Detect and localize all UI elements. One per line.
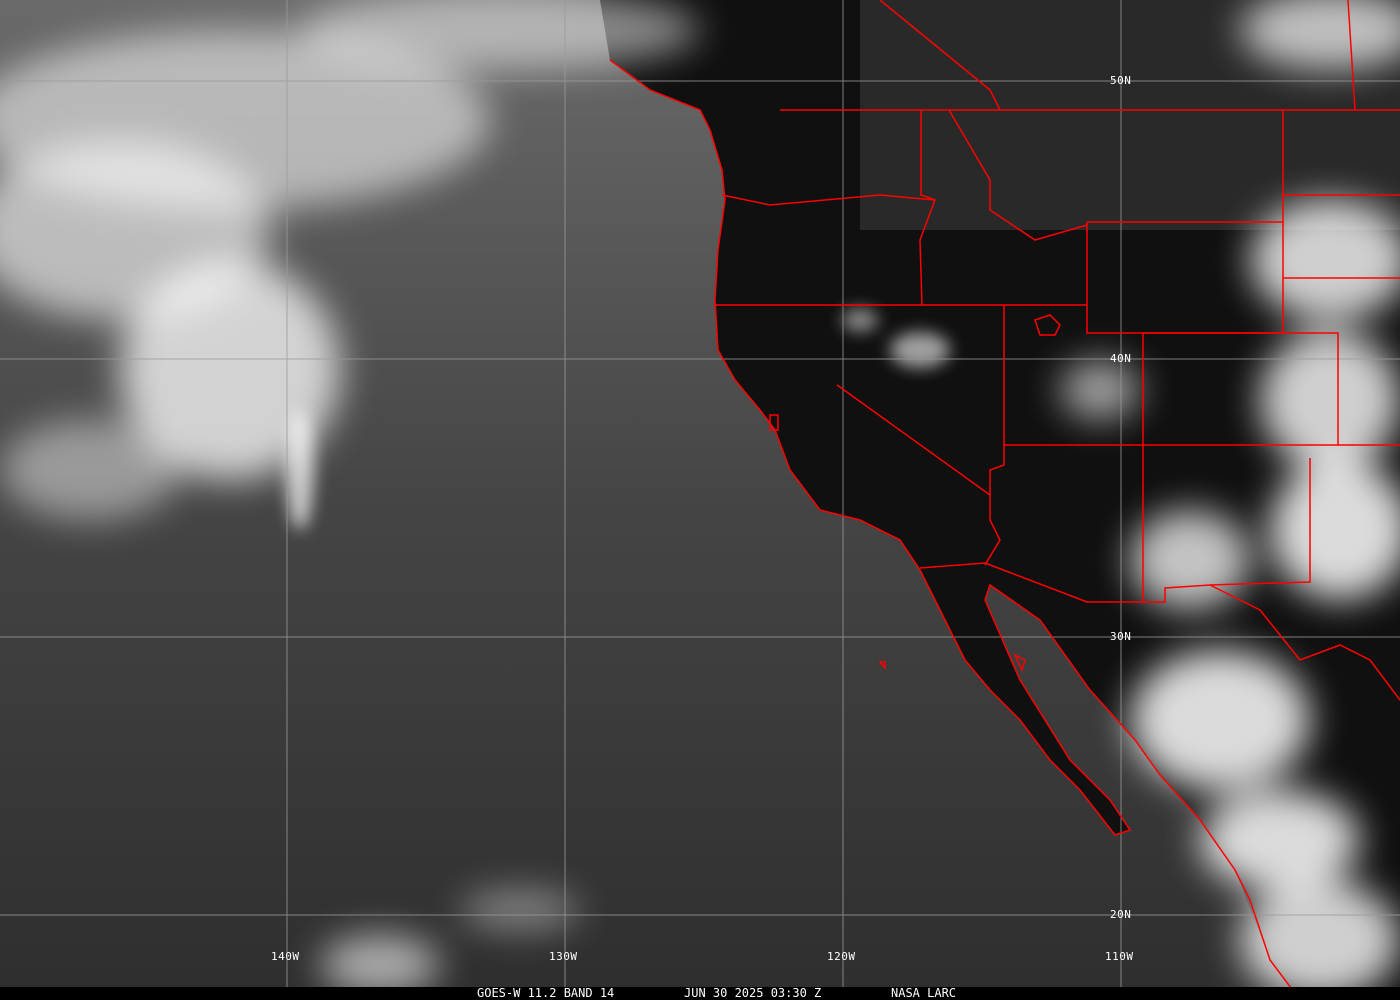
latitude-label-40n: 40N [1110, 352, 1132, 365]
latitude-label-30n: 30N [1110, 630, 1132, 643]
image-caption-bar: GOES-W 11.2 BAND 14 JUN 30 2025 03:30 Z … [0, 987, 1400, 1000]
latitude-label-20n: 20N [1110, 908, 1132, 921]
longitude-label-130w: 130W [549, 950, 578, 963]
us-mexico-border [919, 562, 1400, 701]
longitude-label-110w: 110W [1105, 950, 1134, 963]
coastline-west [609, 59, 1301, 1000]
latitude-label-50n: 50N [1110, 74, 1132, 87]
caption-satellite: GOES-W 11.2 BAND 14 [477, 986, 615, 1000]
caption-datetime: JUN 30 2025 03:30 Z [684, 986, 822, 1000]
longitude-label-140w: 140W [271, 950, 300, 963]
longitude-label-120w: 120W [827, 950, 856, 963]
political-borders [609, 0, 1400, 1000]
caption-credit: NASA LARC [891, 986, 957, 1000]
ca-nv-border [836, 384, 1001, 566]
idaho-border [919, 110, 936, 306]
wa-or-border [721, 194, 936, 206]
